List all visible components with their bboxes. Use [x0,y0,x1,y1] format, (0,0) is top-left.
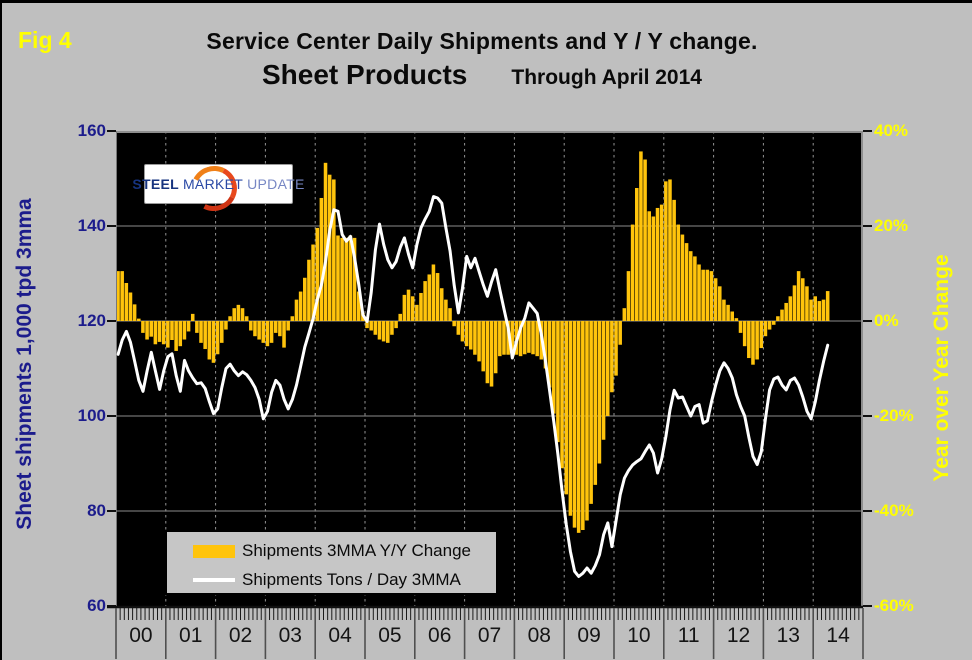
figure-label: Fig 4 [18,27,72,53]
year-label: 09 [577,624,601,647]
left-tick-label: 60 [87,596,106,615]
chart-title: Service Center Daily Shipments and Y / Y… [206,28,758,54]
legend-bar-swatch [193,544,235,558]
year-label: 08 [527,624,551,647]
left-tick-label: 120 [77,311,106,330]
chart-subtitle: Sheet Products Through April 2014 [2,59,962,91]
year-label: 11 [677,624,700,647]
left-tick-label: 140 [77,216,106,235]
legend-row-bars: Shipments 3MMA Y/Y Change [193,541,471,561]
right-tick-label: 0% [874,311,899,330]
legend: Shipments 3MMA Y/Y Change Shipments Tons… [165,530,498,595]
year-label: 05 [378,624,402,647]
subtitle-period: Through April 2014 [511,66,702,89]
left-tick-label: 80 [87,501,106,520]
logo-update: UPDATE [247,176,305,192]
year-label: 00 [129,624,153,647]
year-label: 12 [726,624,751,647]
legend-bar-label: Shipments 3MMA Y/Y Change [242,541,472,560]
left-tick-label: 100 [77,406,106,425]
left-tick-label: 160 [77,121,106,140]
legend-row-line: Shipments Tons / Day 3MMA [193,570,461,590]
right-tick-label: -40% [874,501,914,520]
legend-line-swatch [193,578,235,582]
year-label: 06 [428,624,452,647]
year-label: 02 [228,624,253,647]
right-tick-label: 40% [874,121,909,140]
year-label: 07 [477,624,502,647]
smu-logo: STEEL MARKET UPDATE [132,159,304,218]
year-label: 14 [826,624,850,647]
logo-steel: STEEL [132,176,179,192]
right-tick-label: -20% [874,406,914,425]
logo-market: MARKET [182,176,244,192]
right-tick-label: 20% [874,216,909,235]
subtitle-product: Sheet Products [262,59,468,90]
year-label: 13 [776,624,800,647]
chart-svg [107,130,872,659]
year-label: 04 [328,624,352,647]
legend-line-label: Shipments Tons / Day 3MMA [242,570,461,589]
year-label: 03 [278,624,302,647]
year-label: 01 [179,624,203,647]
year-label: 10 [627,624,651,647]
right-tick-label: -60% [874,596,914,615]
